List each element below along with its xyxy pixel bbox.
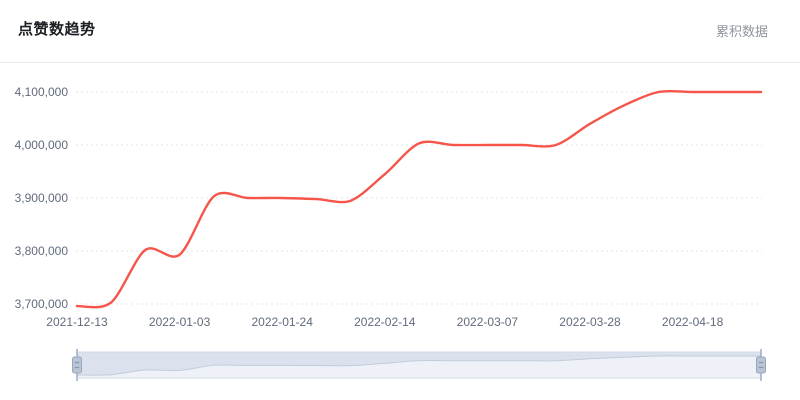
y-axis-label: 3,700,000	[15, 297, 69, 311]
x-axis-label: 2021-12-13	[46, 315, 108, 329]
x-axis-label: 2022-01-24	[252, 315, 314, 329]
datazoom-handle-right[interactable]	[756, 356, 766, 374]
cumulative-data-label: 累积数据	[715, 24, 768, 39]
y-axis-label: 3,900,000	[15, 191, 69, 205]
page-title: 点赞数趋势	[18, 21, 96, 38]
x-axis-label: 2022-02-14	[354, 315, 416, 329]
x-axis-label: 2022-04-18	[662, 315, 724, 329]
datazoom-mini-area	[77, 352, 761, 376]
y-axis-label: 4,100,000	[15, 85, 69, 99]
x-axis-label: 2022-03-28	[559, 315, 621, 329]
datazoom-handle-left[interactable]	[72, 356, 82, 374]
likes-trend-line	[75, 89, 763, 309]
x-axis-label: 2022-01-03	[149, 315, 211, 329]
x-axis-label: 2022-03-07	[457, 315, 519, 329]
y-axis-label: 4,000,000	[15, 138, 69, 152]
y-axis-label: 3,800,000	[15, 244, 69, 258]
datazoom-mini-line	[76, 355, 761, 376]
header-divider	[0, 62, 800, 63]
